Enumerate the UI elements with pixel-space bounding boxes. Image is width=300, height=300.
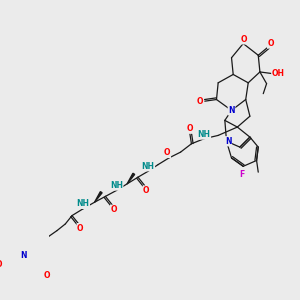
Text: O: O [241, 35, 247, 44]
Text: O: O [77, 224, 84, 232]
Text: O: O [187, 124, 193, 133]
Text: O: O [0, 260, 2, 268]
Text: OH: OH [272, 69, 285, 78]
Text: NH: NH [142, 162, 154, 171]
Text: N: N [225, 137, 231, 146]
Text: NH: NH [197, 130, 211, 139]
Text: O: O [164, 148, 170, 158]
Text: F: F [239, 170, 244, 179]
Text: O: O [110, 205, 117, 214]
Text: O: O [44, 271, 50, 280]
Text: N: N [20, 251, 27, 260]
Polygon shape [127, 173, 135, 184]
Polygon shape [94, 192, 102, 202]
Text: NH: NH [110, 181, 123, 190]
Text: N: N [228, 106, 235, 115]
Text: O: O [196, 97, 203, 106]
Text: O: O [143, 186, 150, 195]
Text: O: O [268, 39, 274, 48]
Text: NH: NH [76, 200, 89, 208]
